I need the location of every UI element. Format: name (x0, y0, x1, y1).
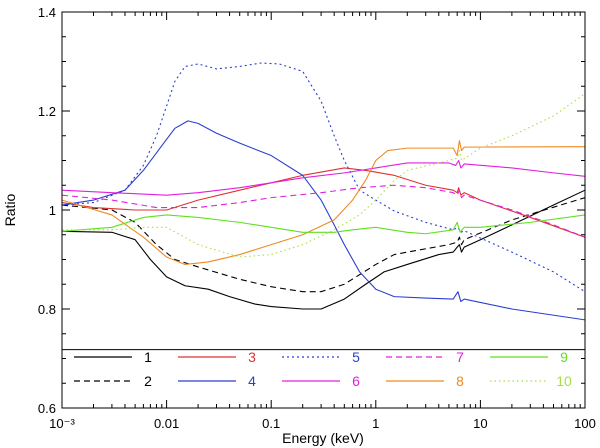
series-line-7 (62, 184, 585, 238)
series-line-9 (62, 214, 585, 235)
y-tick-label: 1.4 (38, 5, 56, 20)
series-line-8 (62, 140, 585, 265)
y-axis-label: Ratio (2, 193, 18, 226)
legend-label-10: 10 (556, 373, 572, 389)
x-tick-label: 10⁻³ (49, 416, 75, 431)
legend-label-5: 5 (352, 349, 360, 365)
series-line-3 (62, 167, 585, 238)
legend-label-6: 6 (352, 373, 360, 389)
x-tick-label: 1 (372, 416, 379, 431)
legend-label-2: 2 (144, 373, 152, 389)
series-line-5 (62, 62, 585, 293)
legend-label-7: 7 (456, 349, 464, 365)
x-tick-label: 0.1 (262, 416, 280, 431)
y-tick-label: 0.6 (38, 401, 56, 416)
x-tick-label: 0.01 (154, 416, 179, 431)
series-line-6 (62, 159, 585, 196)
y-tick-label: 1 (49, 203, 56, 218)
x-tick-label: 10 (473, 416, 487, 431)
series-line-1 (62, 189, 585, 310)
x-tick-label: 100 (574, 416, 596, 431)
legend-label-3: 3 (248, 349, 256, 365)
legend-label-4: 4 (248, 373, 256, 389)
series-line-2 (62, 197, 585, 293)
series-line-4 (62, 120, 585, 321)
y-tick-label: 1.2 (38, 104, 56, 119)
legend-label-8: 8 (456, 373, 464, 389)
x-axis-label: Energy (keV) (282, 430, 364, 446)
legend-label-9: 9 (560, 349, 568, 365)
legend-label-1: 1 (144, 349, 152, 365)
y-tick-label: 0.8 (38, 302, 56, 317)
